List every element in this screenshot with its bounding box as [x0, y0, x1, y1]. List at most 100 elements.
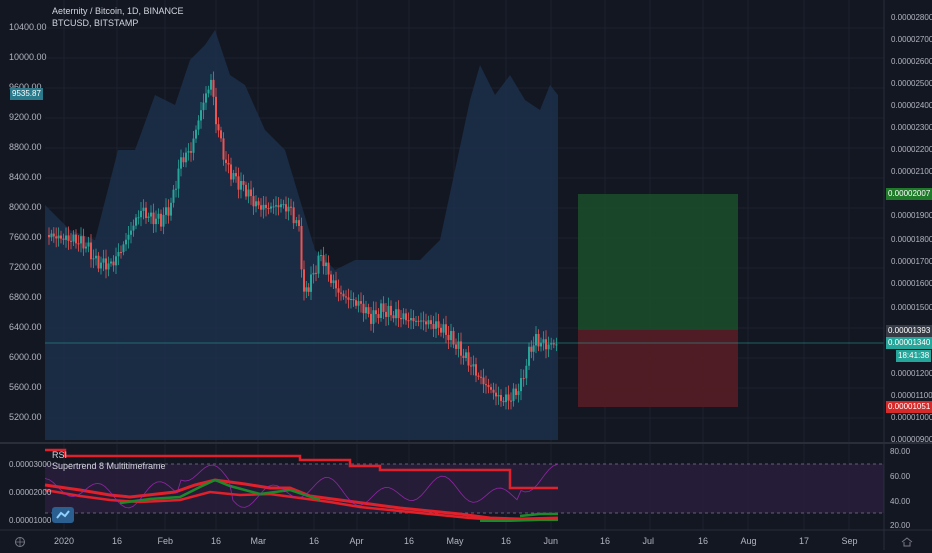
- candle-body: [285, 204, 287, 212]
- time-axis-tick: Mar: [250, 536, 267, 546]
- candle-body: [90, 242, 92, 260]
- position-profit-zone[interactable]: [578, 194, 738, 330]
- candle-body: [330, 274, 332, 284]
- candle-body: [215, 96, 217, 125]
- candle-body: [92, 258, 95, 260]
- candle-body: [412, 317, 415, 322]
- candle-body: [127, 234, 130, 240]
- left-axis-tick: 10000.00: [9, 52, 47, 62]
- indicator-left-tick: 0.00001000: [9, 516, 52, 525]
- candle-body: [495, 392, 497, 397]
- candle-body: [385, 311, 387, 317]
- candle-body: [460, 341, 462, 356]
- candle-body: [212, 79, 215, 97]
- candle-body: [442, 324, 445, 333]
- candle-body: [417, 320, 420, 322]
- candle-body: [370, 313, 372, 324]
- candle-body: [472, 364, 475, 367]
- time-axis-tick: Jun: [543, 536, 559, 546]
- tradingview-logo-icon[interactable]: [52, 507, 74, 523]
- indicator-series: [44, 448, 559, 522]
- candle-body: [55, 236, 58, 239]
- candle-body: [435, 321, 437, 329]
- target-price-tag: 0.00002007: [886, 188, 932, 200]
- candle-body: [462, 355, 465, 358]
- position-loss-zone[interactable]: [578, 330, 738, 407]
- candle-body: [57, 235, 60, 239]
- right-axis-tick: 0.00001600: [891, 279, 932, 288]
- candle-body: [140, 210, 142, 218]
- right-axis-tick: 0.00002700: [891, 35, 932, 44]
- candle-body: [303, 269, 305, 292]
- candle-body: [250, 189, 252, 197]
- candle-body: [505, 394, 507, 403]
- candle-body: [432, 324, 435, 329]
- candle-body: [270, 206, 272, 209]
- candle-body: [152, 212, 155, 225]
- stop-price-tag: 0.00001051: [886, 401, 932, 413]
- candle-body: [362, 303, 365, 314]
- candle-body: [528, 346, 530, 366]
- candle-body: [310, 274, 312, 292]
- time-axis-tick: 17: [799, 536, 810, 546]
- time-axis-tick: May: [446, 536, 464, 546]
- candle-body: [48, 235, 50, 238]
- candle-body: [207, 89, 210, 94]
- candle-body: [187, 151, 190, 153]
- candle-body: [375, 310, 377, 315]
- candle-body: [155, 218, 157, 225]
- candle-body: [532, 345, 535, 352]
- right-axis-tick: 0.00002400: [891, 101, 932, 110]
- time-axis-tick: 16: [309, 536, 320, 546]
- left-axis-tick: 6000.00: [9, 352, 42, 362]
- right-axis-tick: 0.00002600: [891, 57, 932, 66]
- candle-body: [197, 120, 200, 130]
- candle-body: [272, 206, 275, 208]
- candle-body: [245, 184, 247, 197]
- candle-body: [110, 261, 112, 264]
- candle-body: [265, 204, 267, 209]
- candle-body: [195, 129, 197, 139]
- indicator-right-tick: 60.00: [890, 472, 911, 481]
- candle-body: [242, 180, 245, 185]
- candle-body: [392, 315, 395, 319]
- candle-body: [325, 262, 327, 267]
- right-axis-tick: 0.00001900: [891, 211, 932, 220]
- candle-body: [402, 313, 405, 320]
- right-axis-tick: 0.00002500: [891, 79, 932, 88]
- right-axis-tick: 0.00001200: [891, 369, 932, 378]
- overlay-legend[interactable]: BTCUSD, BITSTAMP: [52, 18, 139, 28]
- candle-body: [235, 173, 237, 177]
- supertrend-legend[interactable]: Supertrend 8 Multitimeframe: [52, 461, 166, 471]
- candle-body: [132, 225, 135, 231]
- symbol-legend[interactable]: Aeternity / Bitcoin, 1D, BINANCE: [52, 6, 184, 16]
- globe-icon[interactable]: [14, 535, 26, 553]
- candle-body: [342, 293, 345, 297]
- candle-body: [87, 242, 90, 247]
- candle-body: [267, 208, 270, 210]
- supertrend-top-line: [45, 448, 558, 490]
- candle-body: [190, 151, 192, 153]
- candle-body: [262, 204, 265, 210]
- rsi-line: [44, 464, 558, 509]
- candle-body: [147, 216, 150, 219]
- candle-body: [347, 297, 350, 300]
- candle-body: [287, 206, 290, 212]
- candle-body: [307, 287, 310, 292]
- candle-body: [165, 207, 167, 215]
- candle-body: [167, 207, 170, 216]
- rsi-legend[interactable]: RSI: [52, 450, 68, 460]
- left-axis-tick: 6400.00: [9, 322, 42, 332]
- candle-body: [157, 213, 160, 219]
- right-axis-tick: 0.00002800: [891, 13, 932, 22]
- candle-body: [282, 204, 285, 206]
- candle-body: [380, 303, 382, 318]
- candle-body: [420, 320, 422, 322]
- time-axis-tick: 16: [600, 536, 611, 546]
- candle-body: [390, 305, 392, 316]
- candle-body: [322, 255, 325, 267]
- candle-body: [177, 168, 180, 189]
- calendar-icon[interactable]: [900, 535, 914, 553]
- candle-body: [540, 342, 542, 347]
